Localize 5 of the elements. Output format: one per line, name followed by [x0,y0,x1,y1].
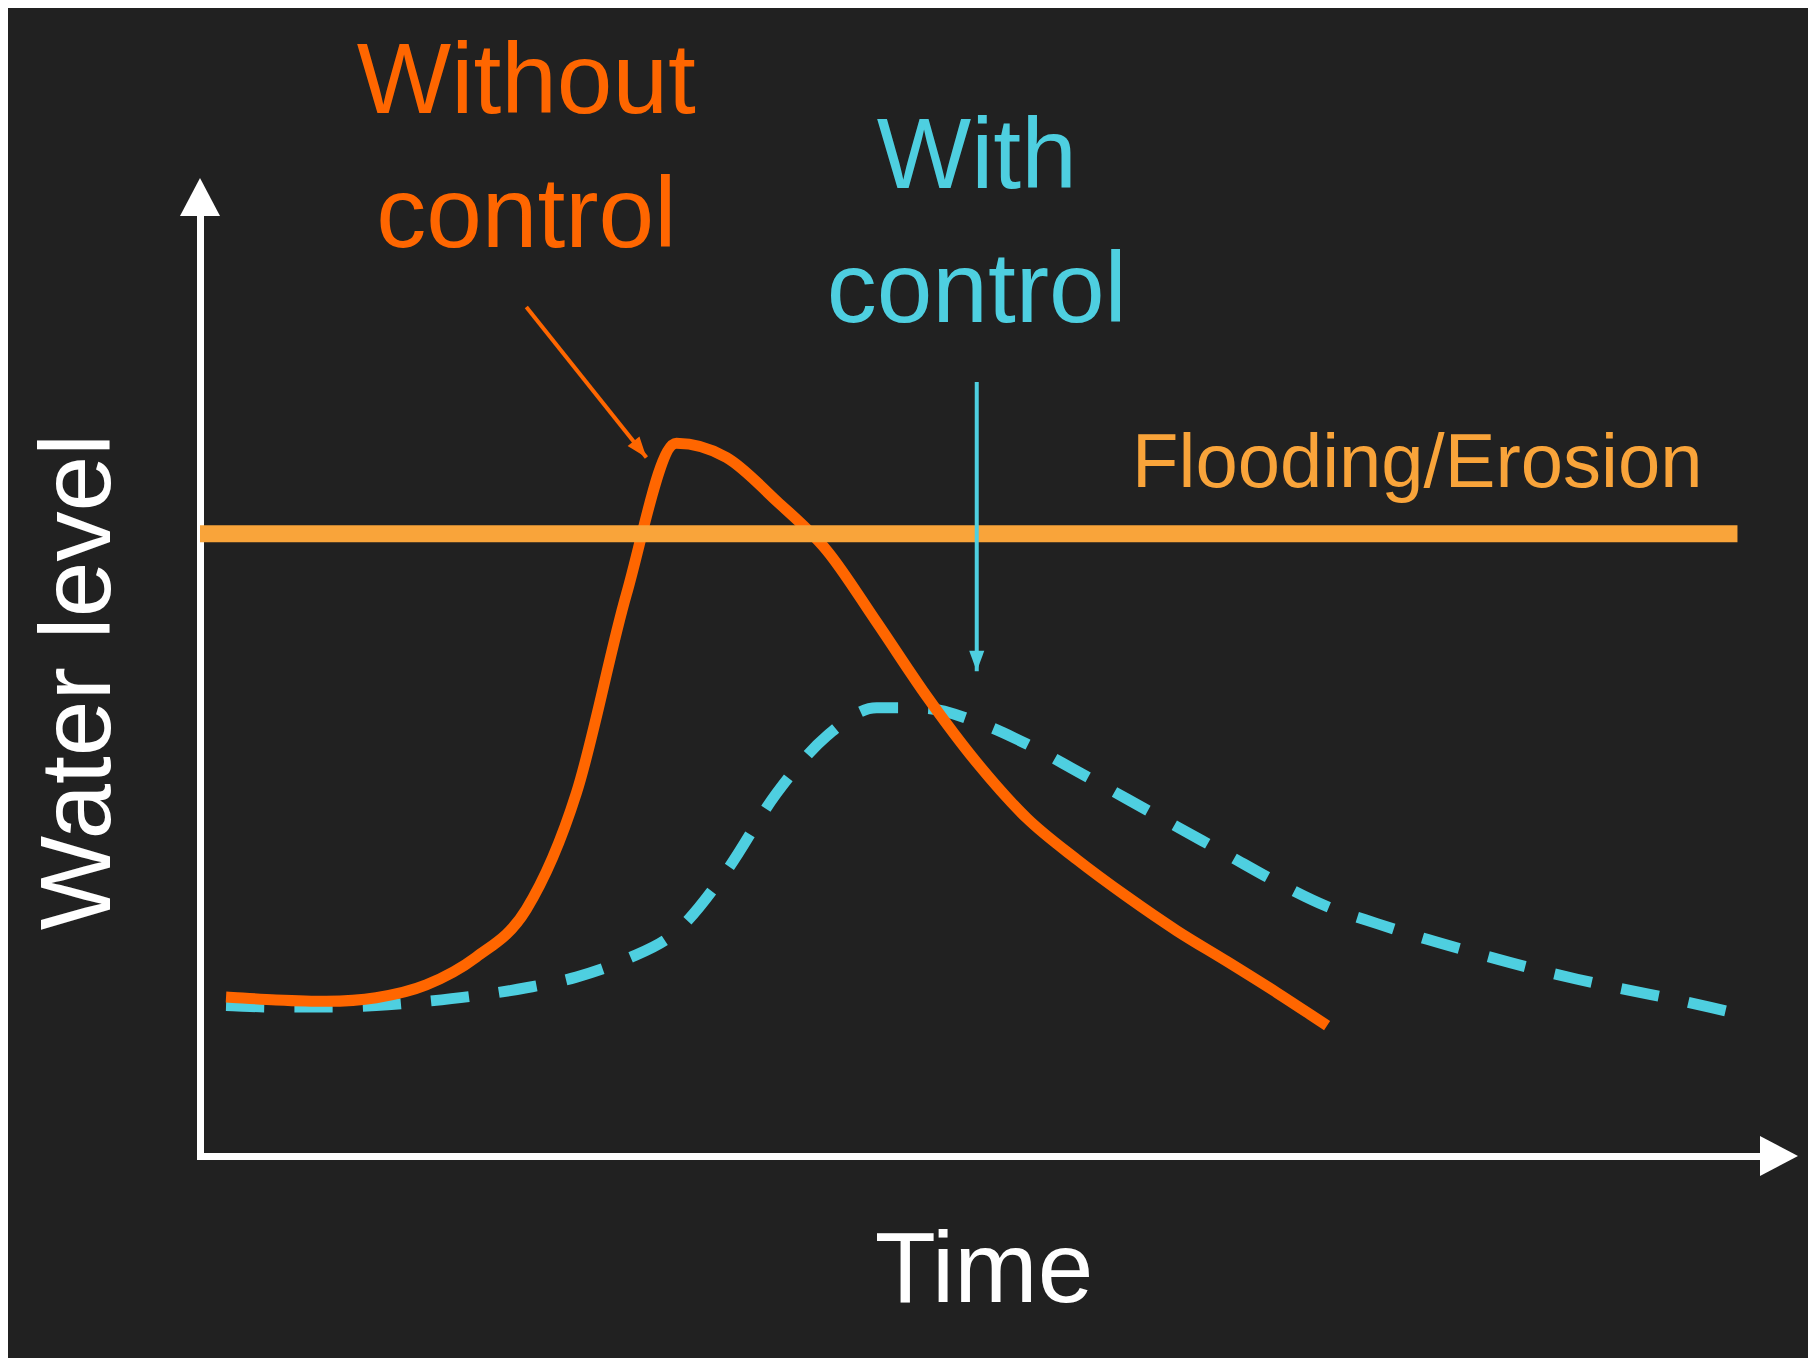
x-axis-title: Time [874,1210,1094,1323]
y-axis-title: Water level [18,433,131,931]
ref-line-label: Flooding/Erosion [1132,417,1703,503]
text: With control [826,97,1127,343]
series-label: Without control [356,22,697,268]
